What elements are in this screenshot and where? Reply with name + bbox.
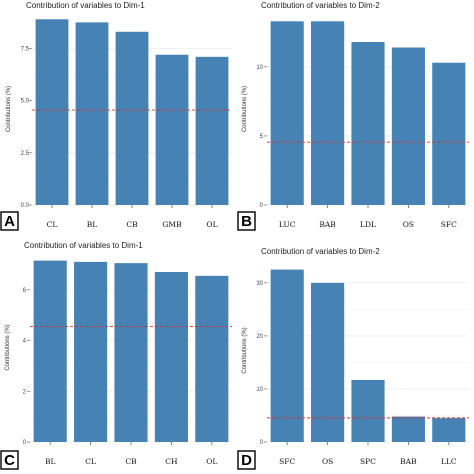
y-tick-label: 2 bbox=[23, 389, 27, 395]
bar-sfc bbox=[270, 269, 304, 442]
bar-os bbox=[391, 47, 425, 205]
y-tick-label: 0 bbox=[260, 203, 264, 209]
chart-panel-a: CL BL CB GMB OL 0.0 2.5 5.0 7.5 Contributions (%)… bbox=[0, 0, 237, 237]
x-tick-label: LUC bbox=[279, 220, 296, 229]
bar-llc bbox=[432, 418, 466, 442]
x-tick-label: SFC bbox=[441, 220, 457, 229]
chart-title: Contribution of variables to Dim-1 bbox=[26, 1, 145, 10]
y-tick-label: 5.0 bbox=[21, 99, 30, 105]
y-tick-label: 7.5 bbox=[21, 46, 30, 52]
panel-label-box bbox=[237, 450, 256, 470]
y-axis-label: Contributions (%) bbox=[5, 324, 11, 370]
x-tick-label: LLC bbox=[441, 457, 457, 466]
chart-svg-b: LUC BAB LDL OS SFC 0 5 10 Contributions (%) Contr… bbox=[237, 1, 469, 231]
bar-ch bbox=[154, 272, 188, 442]
chart-title: Contribution of variables to Dim-2 bbox=[261, 247, 380, 256]
bar-cl bbox=[74, 261, 108, 442]
bar-bab bbox=[311, 21, 345, 206]
x-tick-label: OS bbox=[403, 220, 414, 229]
y-tick-label: 0 bbox=[260, 440, 264, 446]
bar-cb bbox=[114, 263, 148, 442]
panel-label-box bbox=[0, 450, 19, 470]
bar-bl bbox=[75, 22, 109, 206]
y-tick-label: 20 bbox=[256, 334, 263, 340]
x-tick-label: BAB bbox=[319, 220, 336, 229]
panel-label-box bbox=[0, 211, 19, 231]
y-tick-label: 4 bbox=[23, 339, 27, 345]
bar-ol bbox=[195, 275, 229, 442]
bar-ldl bbox=[351, 42, 385, 205]
x-tick-label: BL bbox=[45, 457, 56, 466]
panel-label: D bbox=[241, 452, 252, 469]
x-tick-label: CL bbox=[85, 457, 96, 466]
y-tick-label: 0.0 bbox=[21, 203, 30, 209]
bar-gmb bbox=[155, 54, 189, 205]
x-tick-label: OL bbox=[206, 457, 217, 466]
x-tick-label: CL bbox=[47, 220, 58, 229]
y-tick-label: 2.5 bbox=[21, 151, 30, 157]
bar-bab bbox=[391, 416, 425, 442]
x-tick-label: CB bbox=[125, 457, 137, 466]
y-tick-label: 6 bbox=[23, 288, 27, 294]
y-tick-label: 5 bbox=[260, 134, 264, 140]
y-tick-label: 10 bbox=[256, 65, 263, 71]
bar-ol bbox=[195, 56, 229, 206]
bar-spc bbox=[351, 379, 385, 442]
bar-luc bbox=[270, 21, 304, 206]
y-axis-label: Contributions (%) bbox=[242, 327, 248, 373]
y-tick-label: 10 bbox=[256, 387, 263, 393]
bar-os bbox=[311, 282, 345, 442]
chart-title: Contribution of variables to Dim-1 bbox=[24, 241, 143, 250]
y-axis-label: Contributions (%) bbox=[242, 86, 248, 132]
x-tick-label: CH bbox=[165, 457, 178, 466]
panel-label: A bbox=[4, 213, 15, 230]
panel-label: B bbox=[241, 213, 252, 230]
chart-title: Contribution of variables to Dim-2 bbox=[261, 1, 380, 10]
bar-bl bbox=[33, 260, 67, 442]
y-axis-label: Contributions (%) bbox=[6, 86, 12, 132]
chart-svg-c: BL CL CB CH OL 0 2 4 6 Contributions (%) Contribut… bbox=[0, 241, 232, 470]
x-tick-label: GMB bbox=[162, 220, 182, 229]
bar-cl bbox=[35, 19, 69, 206]
chart-svg-d: SFC OS SPC BAB LLC 0 10 20 30 Contributions (%) Co… bbox=[237, 247, 469, 470]
panel-label: C bbox=[4, 452, 15, 469]
bar-cb bbox=[115, 31, 149, 205]
x-tick-label: BAB bbox=[400, 457, 417, 466]
bar-sfc bbox=[432, 62, 466, 205]
panel-label-box bbox=[237, 211, 256, 231]
chart-panel-d: SFC OS SPC BAB LLC 0 10 20 30 Contributions (%) Co… bbox=[237, 237, 474, 474]
x-tick-label: LDL bbox=[360, 220, 376, 229]
y-tick-label: 0 bbox=[23, 440, 27, 446]
x-tick-label: SFC bbox=[279, 457, 295, 466]
y-tick-label: 30 bbox=[256, 281, 263, 287]
chart-panel-c: BL CL CB CH OL 0 2 4 6 Contributions (%) Contribut… bbox=[0, 237, 237, 474]
x-tick-label: SPC bbox=[360, 457, 376, 466]
x-tick-label: CB bbox=[126, 220, 138, 229]
x-tick-label: BL bbox=[87, 220, 98, 229]
x-tick-label: OS bbox=[322, 457, 333, 466]
chart-panel-b: LUC BAB LDL OS SFC 0 5 10 Contributions (%) Contr… bbox=[237, 0, 474, 237]
x-tick-label: OL bbox=[206, 220, 217, 229]
chart-svg-a: CL BL CB GMB OL 0.0 2.5 5.0 7.5 Contributions (%)… bbox=[0, 1, 232, 231]
